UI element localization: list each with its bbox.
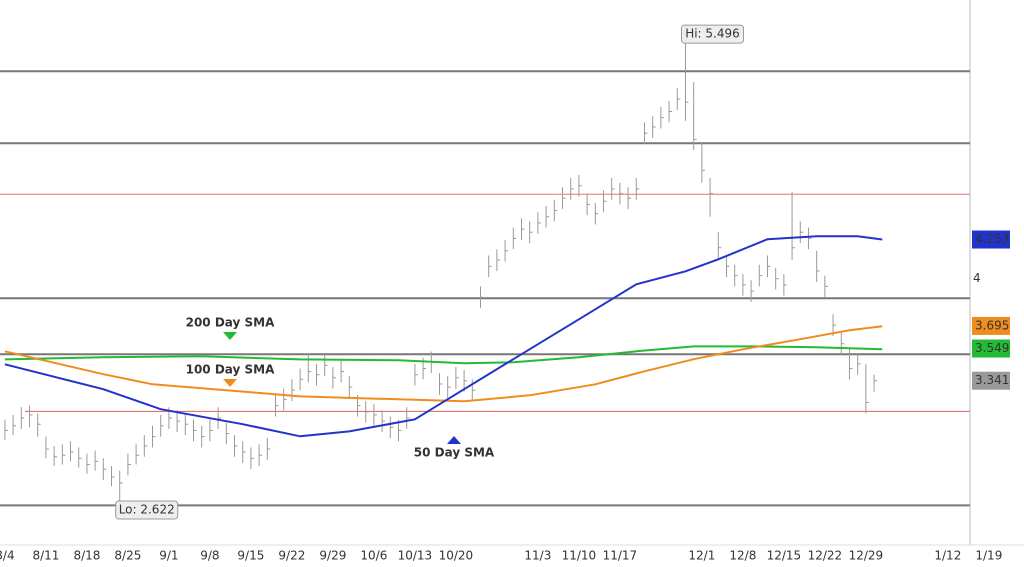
x-tick-label: 8/11 xyxy=(32,549,59,563)
x-tick-label: 11/3 xyxy=(524,549,551,563)
price-label-box xyxy=(972,339,1010,358)
sma-annotation: 200 Day SMA xyxy=(186,316,276,330)
x-tick-label: 12/29 xyxy=(849,549,884,563)
sma-marker xyxy=(447,436,461,444)
x-tick-label: 9/15 xyxy=(237,549,264,563)
sma-marker xyxy=(223,332,237,340)
sma-line xyxy=(4,235,883,438)
sma-line xyxy=(4,325,883,403)
sma-marker xyxy=(223,379,237,387)
callout-label: Lo: 2.622 xyxy=(119,503,175,517)
price-label-box xyxy=(972,316,1010,335)
x-tick-label: 11/10 xyxy=(562,549,597,563)
price-label: 3.695 xyxy=(975,318,1009,332)
x-tick-label: 12/1 xyxy=(688,549,715,563)
price-label-box xyxy=(972,371,1010,390)
x-tick-label: 9/8 xyxy=(200,549,219,563)
callout-box xyxy=(680,24,744,44)
x-tick-label: 8/25 xyxy=(114,549,141,563)
price-label: 3.341 xyxy=(975,373,1009,387)
x-tick-label: 9/1 xyxy=(159,549,178,563)
sma-annotation: 50 Day SMA xyxy=(414,446,495,460)
x-tick-label: 8/18 xyxy=(73,549,100,563)
x-tick-label: 9/22 xyxy=(278,549,305,563)
y-tick-label: 4 xyxy=(973,271,981,285)
price-label-box xyxy=(972,230,1010,249)
sma-annotation: 100 Day SMA xyxy=(186,363,276,377)
x-tick-label: 9/29 xyxy=(319,549,346,563)
price-label: 4.253 xyxy=(975,232,1009,246)
x-tick-label: 8/4 xyxy=(0,549,15,563)
x-tick-label: 1/19 xyxy=(975,549,1002,563)
x-tick-label: 10/13 xyxy=(398,549,433,563)
x-tick-label: 11/17 xyxy=(603,549,638,563)
callout-box xyxy=(115,500,179,520)
x-tick-label: 10/6 xyxy=(360,549,387,563)
price-label: 3.549 xyxy=(975,341,1009,355)
x-tick-label: 12/8 xyxy=(729,549,756,563)
x-tick-label: 12/15 xyxy=(767,549,802,563)
x-tick-label: 10/20 xyxy=(439,549,474,563)
callout-label: Hi: 5.496 xyxy=(685,27,740,41)
x-tick-label: 1/12 xyxy=(934,549,961,563)
x-tick-label: 12/22 xyxy=(808,549,843,563)
